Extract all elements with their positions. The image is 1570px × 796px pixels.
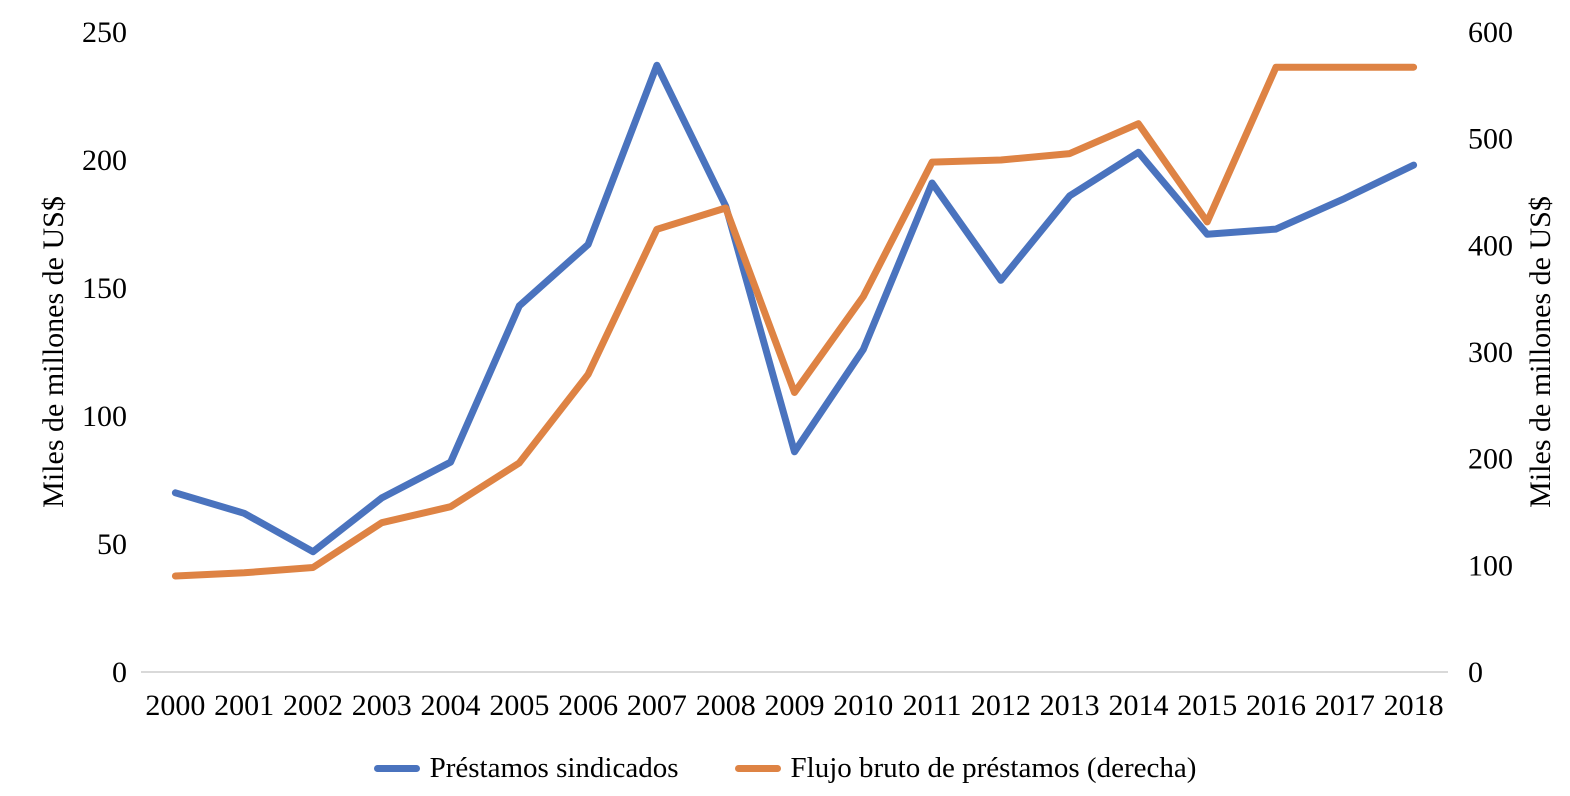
right-axis-tick-label: 100 — [1468, 549, 1513, 582]
x-axis-year-label: 2010 — [833, 689, 893, 722]
left-axis-tick-label: 200 — [82, 144, 127, 177]
left-axis-tick-label: 100 — [82, 400, 127, 433]
legend-label-prestamos-sindicados: Préstamos sindicados — [429, 752, 679, 784]
series-line-0 — [171, 61, 1418, 556]
left-axis-tick-label: 250 — [82, 16, 127, 49]
x-axis-year-label: 2000 — [145, 689, 205, 722]
x-axis-year-label: 2008 — [696, 689, 756, 722]
right-axis-tick-label: 0 — [1468, 656, 1483, 689]
x-axis-year-label: 2016 — [1246, 689, 1306, 722]
left-axis-tick-label: 150 — [82, 272, 127, 305]
series-line-1 — [171, 63, 1418, 580]
x-axis-year-label: 2017 — [1315, 689, 1375, 722]
left-axis-tick-label: 0 — [112, 656, 127, 689]
right-axis-tick-label: 600 — [1468, 16, 1513, 49]
x-axis-year-label: 2001 — [214, 689, 274, 722]
x-axis-year-label: 2012 — [971, 689, 1031, 722]
right-axis-tick-label: 200 — [1468, 443, 1513, 476]
x-axis-year-label: 2003 — [352, 689, 412, 722]
legend-swatch-blue — [373, 765, 420, 772]
x-axis-year-label: 2007 — [627, 689, 687, 722]
x-axis-year-label: 2018 — [1384, 689, 1444, 722]
legend-item-flujo-bruto: Flujo bruto de préstamos (derecha) — [734, 752, 1197, 785]
legend-label-flujo-bruto: Flujo bruto de préstamos (derecha) — [790, 752, 1197, 784]
x-axis-year-label: 2004 — [421, 689, 481, 722]
x-axis-year-label: 2002 — [283, 689, 343, 722]
legend: Préstamos sindicados Flujo bruto de prés… — [0, 752, 1570, 785]
right-axis-tick-label: 400 — [1468, 229, 1513, 262]
x-axis-year-label: 2015 — [1177, 689, 1237, 722]
x-axis-year-label: 2009 — [765, 689, 825, 722]
x-axis-year-label: 2014 — [1108, 689, 1168, 722]
x-axis-year-label: 2006 — [558, 689, 618, 722]
legend-item-prestamos-sindicados: Préstamos sindicados — [373, 752, 679, 785]
x-axis-year-label: 2005 — [489, 689, 549, 722]
right-axis-tick-label: 500 — [1468, 123, 1513, 156]
legend-swatch-orange — [734, 765, 781, 772]
left-axis-tick-label: 50 — [97, 528, 127, 561]
x-axis-year-label: 2013 — [1040, 689, 1100, 722]
x-axis-year-label: 2011 — [903, 689, 962, 722]
right-axis-tick-label: 300 — [1468, 336, 1513, 369]
